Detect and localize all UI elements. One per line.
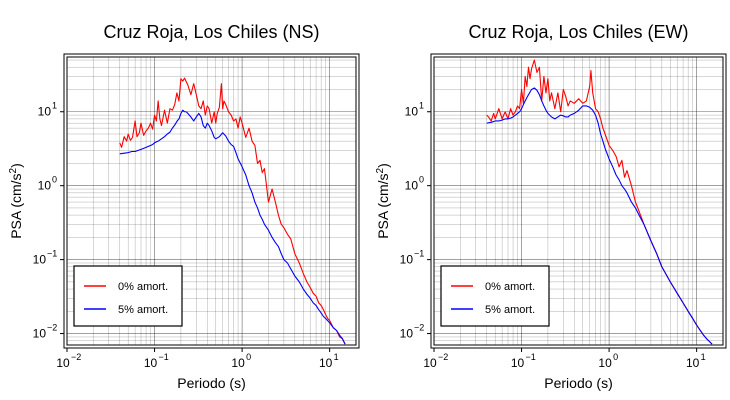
series-line-damped: [486, 87, 713, 345]
y-tick-exponent: 0: [419, 175, 424, 185]
x-tick-label: 10: [598, 356, 612, 370]
x-tick-label: 10: [231, 356, 245, 370]
x-tick-label: 10: [686, 356, 700, 370]
legend-label: 0% amort.: [485, 281, 535, 293]
x-tick-exponent: −2: [71, 352, 81, 362]
grid: [66, 57, 357, 346]
x-tick-exponent: −1: [159, 352, 169, 362]
plot-frame: [66, 56, 357, 346]
legend-label: 5% amort.: [118, 304, 168, 316]
x-tick-label: 10: [144, 356, 158, 370]
y-tick-exponent: 0: [52, 175, 57, 185]
plot-frame: [433, 56, 724, 346]
x-tick-exponent: 0: [246, 352, 251, 362]
legend-label: 0% amort.: [118, 281, 168, 293]
x-tick-exponent: −1: [526, 352, 536, 362]
series-line-undamped: [119, 77, 346, 345]
legend-label: 5% amort.: [485, 304, 535, 316]
y-tick-exponent: 1: [52, 101, 57, 111]
x-tick-label: 10: [511, 356, 525, 370]
y-tick-exponent: −1: [414, 249, 424, 259]
chart-title: Cruz Roja, Los Chiles (EW): [468, 22, 688, 42]
plot-frame-outer: [63, 53, 360, 349]
y-tick-label: 10: [400, 327, 414, 341]
y-tick-label: 10: [38, 179, 52, 193]
y-tick-label: 10: [405, 179, 419, 193]
x-tick-exponent: 1: [334, 352, 339, 362]
plot-frame-outer: [430, 53, 727, 349]
y-axis-label: PSA (cm/s2): [8, 163, 25, 239]
y-tick-exponent: −2: [414, 323, 424, 333]
y-tick-label: 10: [405, 105, 419, 119]
y-tick-label: 10: [33, 253, 47, 267]
y-axis-label: PSA (cm/s2): [375, 163, 392, 239]
y-tick-exponent: 1: [419, 101, 424, 111]
y-tick-exponent: −1: [47, 249, 57, 259]
x-tick-exponent: 0: [613, 352, 618, 362]
legend-box: [73, 265, 183, 327]
legend: 0% amort. 5% amort.: [73, 265, 183, 327]
x-tick-exponent: −2: [438, 352, 448, 362]
x-axis-label: Periodo (s): [177, 375, 245, 391]
chart-title: Cruz Roja, Los Chiles (NS): [103, 22, 319, 42]
x-tick-label: 10: [423, 356, 437, 370]
series-line-damped: [119, 109, 346, 345]
legend: 0% amort. 5% amort.: [440, 265, 550, 327]
legend-box: [440, 265, 550, 327]
x-axis-label: Periodo (s): [544, 375, 612, 391]
y-tick-label: 10: [33, 327, 47, 341]
y-tick-label: 10: [38, 105, 52, 119]
y-tick-exponent: −2: [47, 323, 57, 333]
y-tick-label: 10: [400, 253, 414, 267]
x-tick-label: 10: [56, 356, 70, 370]
x-tick-label: 10: [319, 356, 333, 370]
x-tick-exponent: 1: [701, 352, 706, 362]
